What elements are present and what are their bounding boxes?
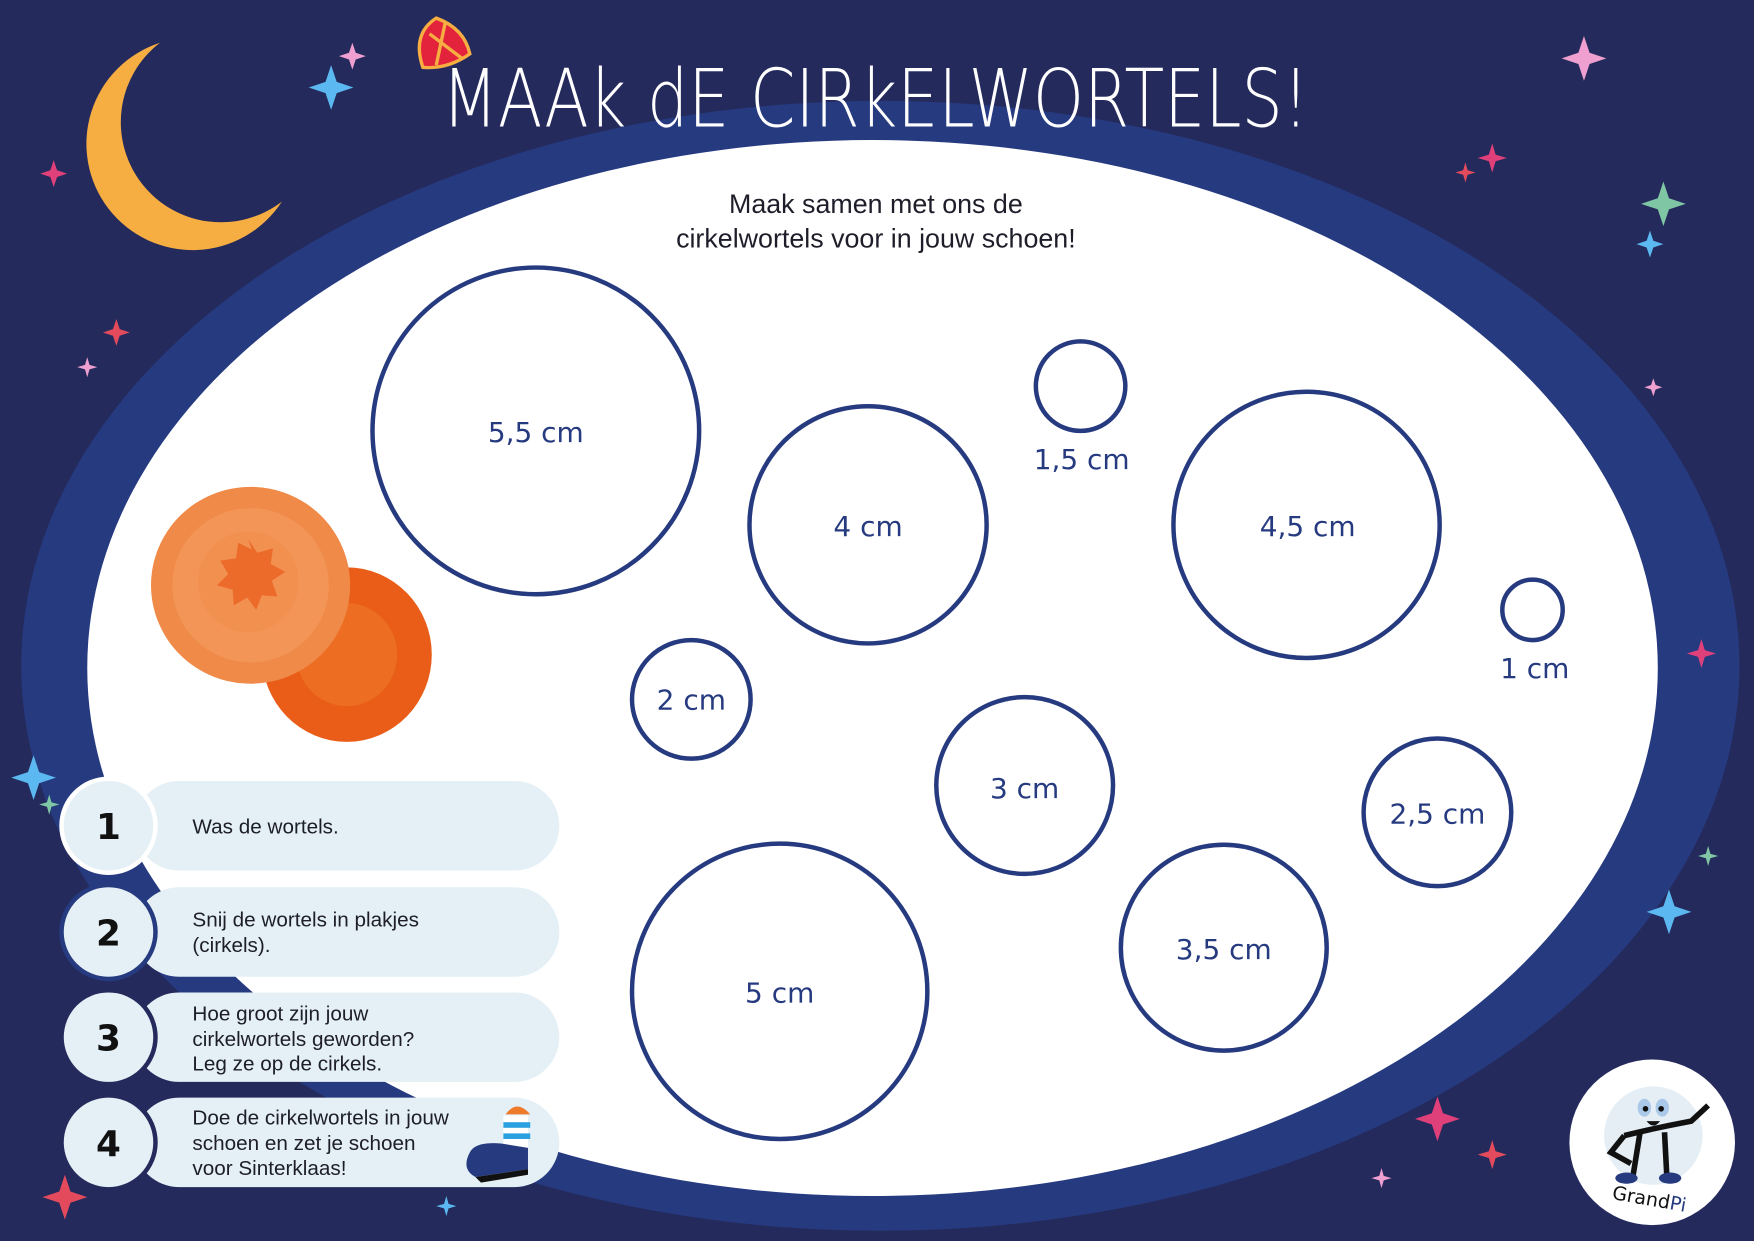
subtitle-line: cirkelwortels voor in jouw schoen! [676, 223, 1076, 253]
star-icon [1477, 143, 1507, 173]
step-text: Doe de cirkelwortels in jouw [192, 1106, 448, 1129]
step-text: (cirkels). [192, 934, 270, 957]
circle-5cm [629, 841, 930, 1142]
step-text: Snij de wortels in plakjes [192, 908, 419, 931]
stars-decoration [11, 36, 1719, 1220]
star-icon [338, 42, 366, 70]
step-2: 2 Snij de wortels in plakjes (cirkels). [59, 882, 560, 982]
star-icon [1477, 1140, 1507, 1170]
step-number: 1 [96, 807, 121, 848]
step-text: Leg ze op de cirkels. [192, 1053, 382, 1076]
circle-label: 4 cm [833, 510, 902, 543]
circle-label: 1,5 cm [1034, 443, 1130, 476]
step-text: schoen en zet je schoen [192, 1132, 415, 1155]
star-icon [42, 1174, 88, 1220]
star-icon [1415, 1096, 1460, 1142]
circle-3-5cm [1118, 842, 1329, 1053]
step-1: 1 Was de wortels. [59, 776, 560, 875]
star-icon [77, 357, 98, 378]
star-icon [1644, 378, 1663, 397]
subtitle-line: Maak samen met ons de [729, 189, 1023, 219]
star-icon [308, 65, 354, 110]
carrot-slices-illustration [151, 486, 432, 742]
step-text: Hoe groot zijn jouw [192, 1002, 368, 1025]
shoe-icon [466, 1106, 531, 1183]
circle-1cm [1500, 577, 1565, 643]
mitre-icon [417, 16, 472, 70]
step-4: 4 Doe de cirkelwortels in jouw schoen en… [59, 1093, 560, 1192]
circle-label: 5 cm [745, 977, 814, 1010]
circle-2-5cm [1361, 736, 1514, 889]
star-icon [1371, 1168, 1392, 1189]
star-icon [40, 160, 68, 188]
star-icon [1636, 230, 1664, 258]
page-title: MAAk dE CIRkELWORTELS! [442, 52, 1309, 146]
star-icon [1698, 845, 1719, 867]
circle-label: 5,5 cm [488, 416, 584, 449]
circle-label: 2 cm [657, 683, 726, 716]
step-number: 2 [96, 913, 121, 954]
circle-3cm [934, 694, 1116, 877]
step-text: voor Sinterklaas! [192, 1157, 346, 1180]
star-icon [11, 755, 56, 801]
step-number: 4 [96, 1124, 121, 1165]
circle-2cm [629, 637, 753, 761]
steps-list: 1 Was de wortels. 2 Snij de wortels in p… [59, 776, 560, 1192]
star-icon [1561, 36, 1607, 81]
circle-label: 2,5 cm [1389, 798, 1485, 831]
circle-4cm [747, 404, 989, 646]
logo-text: Pi [1668, 1192, 1688, 1217]
circle-label: 1 cm [1500, 652, 1569, 685]
circle-4-5cm [1171, 389, 1442, 661]
star-icon [1641, 181, 1686, 227]
star-icon [436, 1196, 457, 1217]
circle-label: 3 cm [990, 772, 1059, 805]
step-number: 3 [96, 1019, 121, 1060]
star-icon [1686, 638, 1716, 669]
moon-icon [86, 42, 282, 251]
step-3: 3 Hoe groot zijn jouw cirkelwortels gewo… [59, 987, 560, 1087]
circle-1-5cm [1033, 339, 1128, 434]
step-text: Was de wortels. [192, 816, 338, 839]
circle-label: 4,5 cm [1260, 510, 1356, 543]
star-icon [39, 794, 60, 815]
circle-5-5cm [370, 265, 702, 597]
circle-label: 3,5 cm [1176, 933, 1272, 966]
star-icon [1455, 162, 1476, 183]
star-icon [102, 319, 130, 346]
star-icon [1646, 889, 1692, 935]
grandpi-logo: GrandPi [1569, 1059, 1735, 1226]
step-text: cirkelwortels geworden? [192, 1028, 414, 1051]
